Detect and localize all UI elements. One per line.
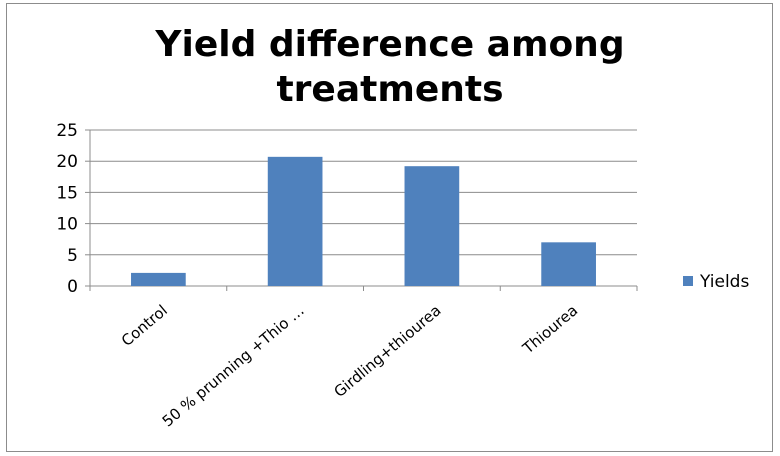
bars	[131, 156, 596, 286]
legend-label-yields: Yields	[699, 272, 749, 292]
y-tick-label: 25	[56, 121, 78, 141]
bar	[267, 156, 323, 286]
legend-swatch-yields	[683, 276, 693, 286]
chart-title-line-2: treatments	[276, 69, 504, 110]
y-tick-label: 0	[67, 277, 78, 297]
x-category-label: Thiourea	[518, 301, 581, 358]
x-category-label: 50 % prunning +Thio …	[159, 301, 308, 430]
x-category-label: Girdling+thiourea	[330, 301, 444, 401]
y-tick-label: 15	[56, 183, 78, 203]
y-tick-label: 20	[56, 152, 78, 172]
chart-title: Yield difference among treatments	[0, 22, 780, 112]
chart-title-line-1: Yield difference among	[155, 24, 625, 65]
x-category-label: Control	[118, 301, 171, 350]
bar	[541, 242, 596, 286]
y-tick-label: 10	[56, 215, 78, 235]
y-tick-label: 5	[67, 246, 78, 266]
bar	[131, 272, 186, 286]
legend: Yields	[683, 272, 749, 292]
chart-frame	[6, 3, 773, 452]
gridlines	[90, 129, 637, 256]
bar	[404, 166, 460, 286]
